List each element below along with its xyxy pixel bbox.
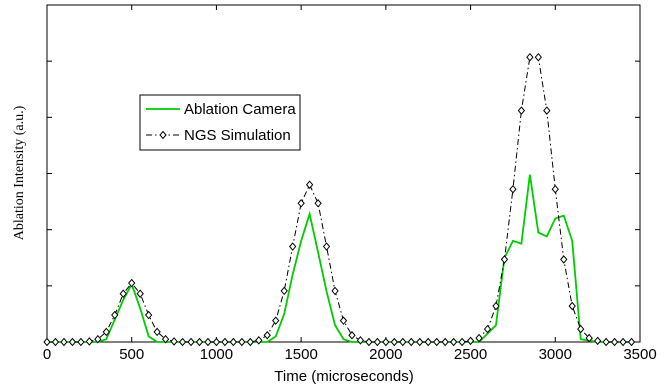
marker — [399, 337, 407, 347]
marker — [619, 337, 627, 347]
marker — [475, 333, 483, 343]
marker — [111, 310, 119, 320]
marker — [534, 52, 543, 62]
marker — [212, 337, 221, 347]
marker — [60, 337, 68, 347]
marker — [433, 337, 441, 347]
marker — [187, 337, 195, 347]
legend-label: Ablation Camera — [184, 101, 296, 118]
marker — [356, 336, 365, 345]
legend-label: NGS Simulation — [184, 127, 291, 144]
marker — [68, 337, 77, 347]
x-tick-label: 2500 — [454, 346, 487, 363]
marker — [280, 286, 288, 296]
marker — [339, 316, 348, 325]
marker — [272, 316, 280, 325]
marker — [204, 337, 212, 347]
series-line — [47, 174, 632, 343]
x-axis-label: Time (microseconds) — [274, 368, 413, 385]
x-tick-label: 3500 — [623, 346, 656, 363]
marker — [483, 324, 492, 334]
marker — [314, 198, 322, 208]
marker — [85, 337, 94, 346]
marker — [238, 337, 246, 347]
legend-box — [139, 94, 301, 151]
marker — [170, 337, 178, 346]
marker — [331, 286, 339, 296]
marker — [255, 336, 263, 345]
marker — [246, 337, 254, 347]
x-tick-label: 3000 — [539, 346, 572, 363]
marker — [593, 336, 602, 346]
marker — [458, 337, 466, 347]
marker — [136, 289, 144, 298]
marker — [382, 337, 390, 347]
marker — [492, 301, 500, 311]
marker — [263, 330, 271, 340]
y-axis-label: Ablation Intensity (a.u.) — [12, 105, 27, 240]
marker — [102, 327, 110, 337]
marker — [348, 330, 356, 340]
x-tick-label: 0 — [43, 346, 51, 363]
marker — [51, 337, 60, 347]
marker — [602, 337, 610, 347]
marker — [500, 255, 509, 264]
marker — [43, 337, 51, 347]
marker — [322, 242, 331, 251]
marker — [517, 106, 526, 115]
marker — [119, 289, 127, 298]
marker — [627, 337, 636, 347]
marker — [297, 198, 305, 208]
marker — [128, 278, 136, 288]
marker — [77, 337, 85, 347]
marker — [229, 337, 238, 347]
marker — [161, 334, 170, 344]
plot-area — [46, 4, 641, 343]
marker — [551, 184, 559, 194]
marker — [153, 327, 161, 337]
marker — [610, 337, 619, 347]
marker — [585, 333, 593, 343]
x-tick-label: 2000 — [369, 346, 402, 363]
series-line — [47, 56, 632, 343]
x-tick-label: 1000 — [200, 346, 233, 363]
marker — [390, 337, 398, 347]
legend-marker — [159, 130, 167, 140]
marker — [568, 301, 576, 311]
marker — [221, 337, 229, 347]
marker — [543, 106, 551, 115]
marker — [526, 52, 534, 62]
marker — [509, 184, 517, 194]
marker — [407, 337, 415, 347]
x-tick-label: 500 — [119, 346, 144, 363]
marker — [305, 180, 314, 190]
marker — [365, 337, 373, 347]
marker — [178, 337, 187, 347]
marker — [416, 337, 424, 347]
marker — [441, 337, 449, 347]
marker — [424, 337, 432, 347]
marker — [94, 334, 102, 344]
marker — [560, 255, 568, 264]
marker — [466, 336, 475, 346]
x-tick-label: 1500 — [284, 346, 317, 363]
marker — [195, 337, 204, 347]
marker — [144, 310, 153, 320]
marker — [449, 337, 458, 347]
marker — [289, 242, 297, 251]
marker — [373, 337, 382, 347]
marker — [577, 324, 585, 334]
